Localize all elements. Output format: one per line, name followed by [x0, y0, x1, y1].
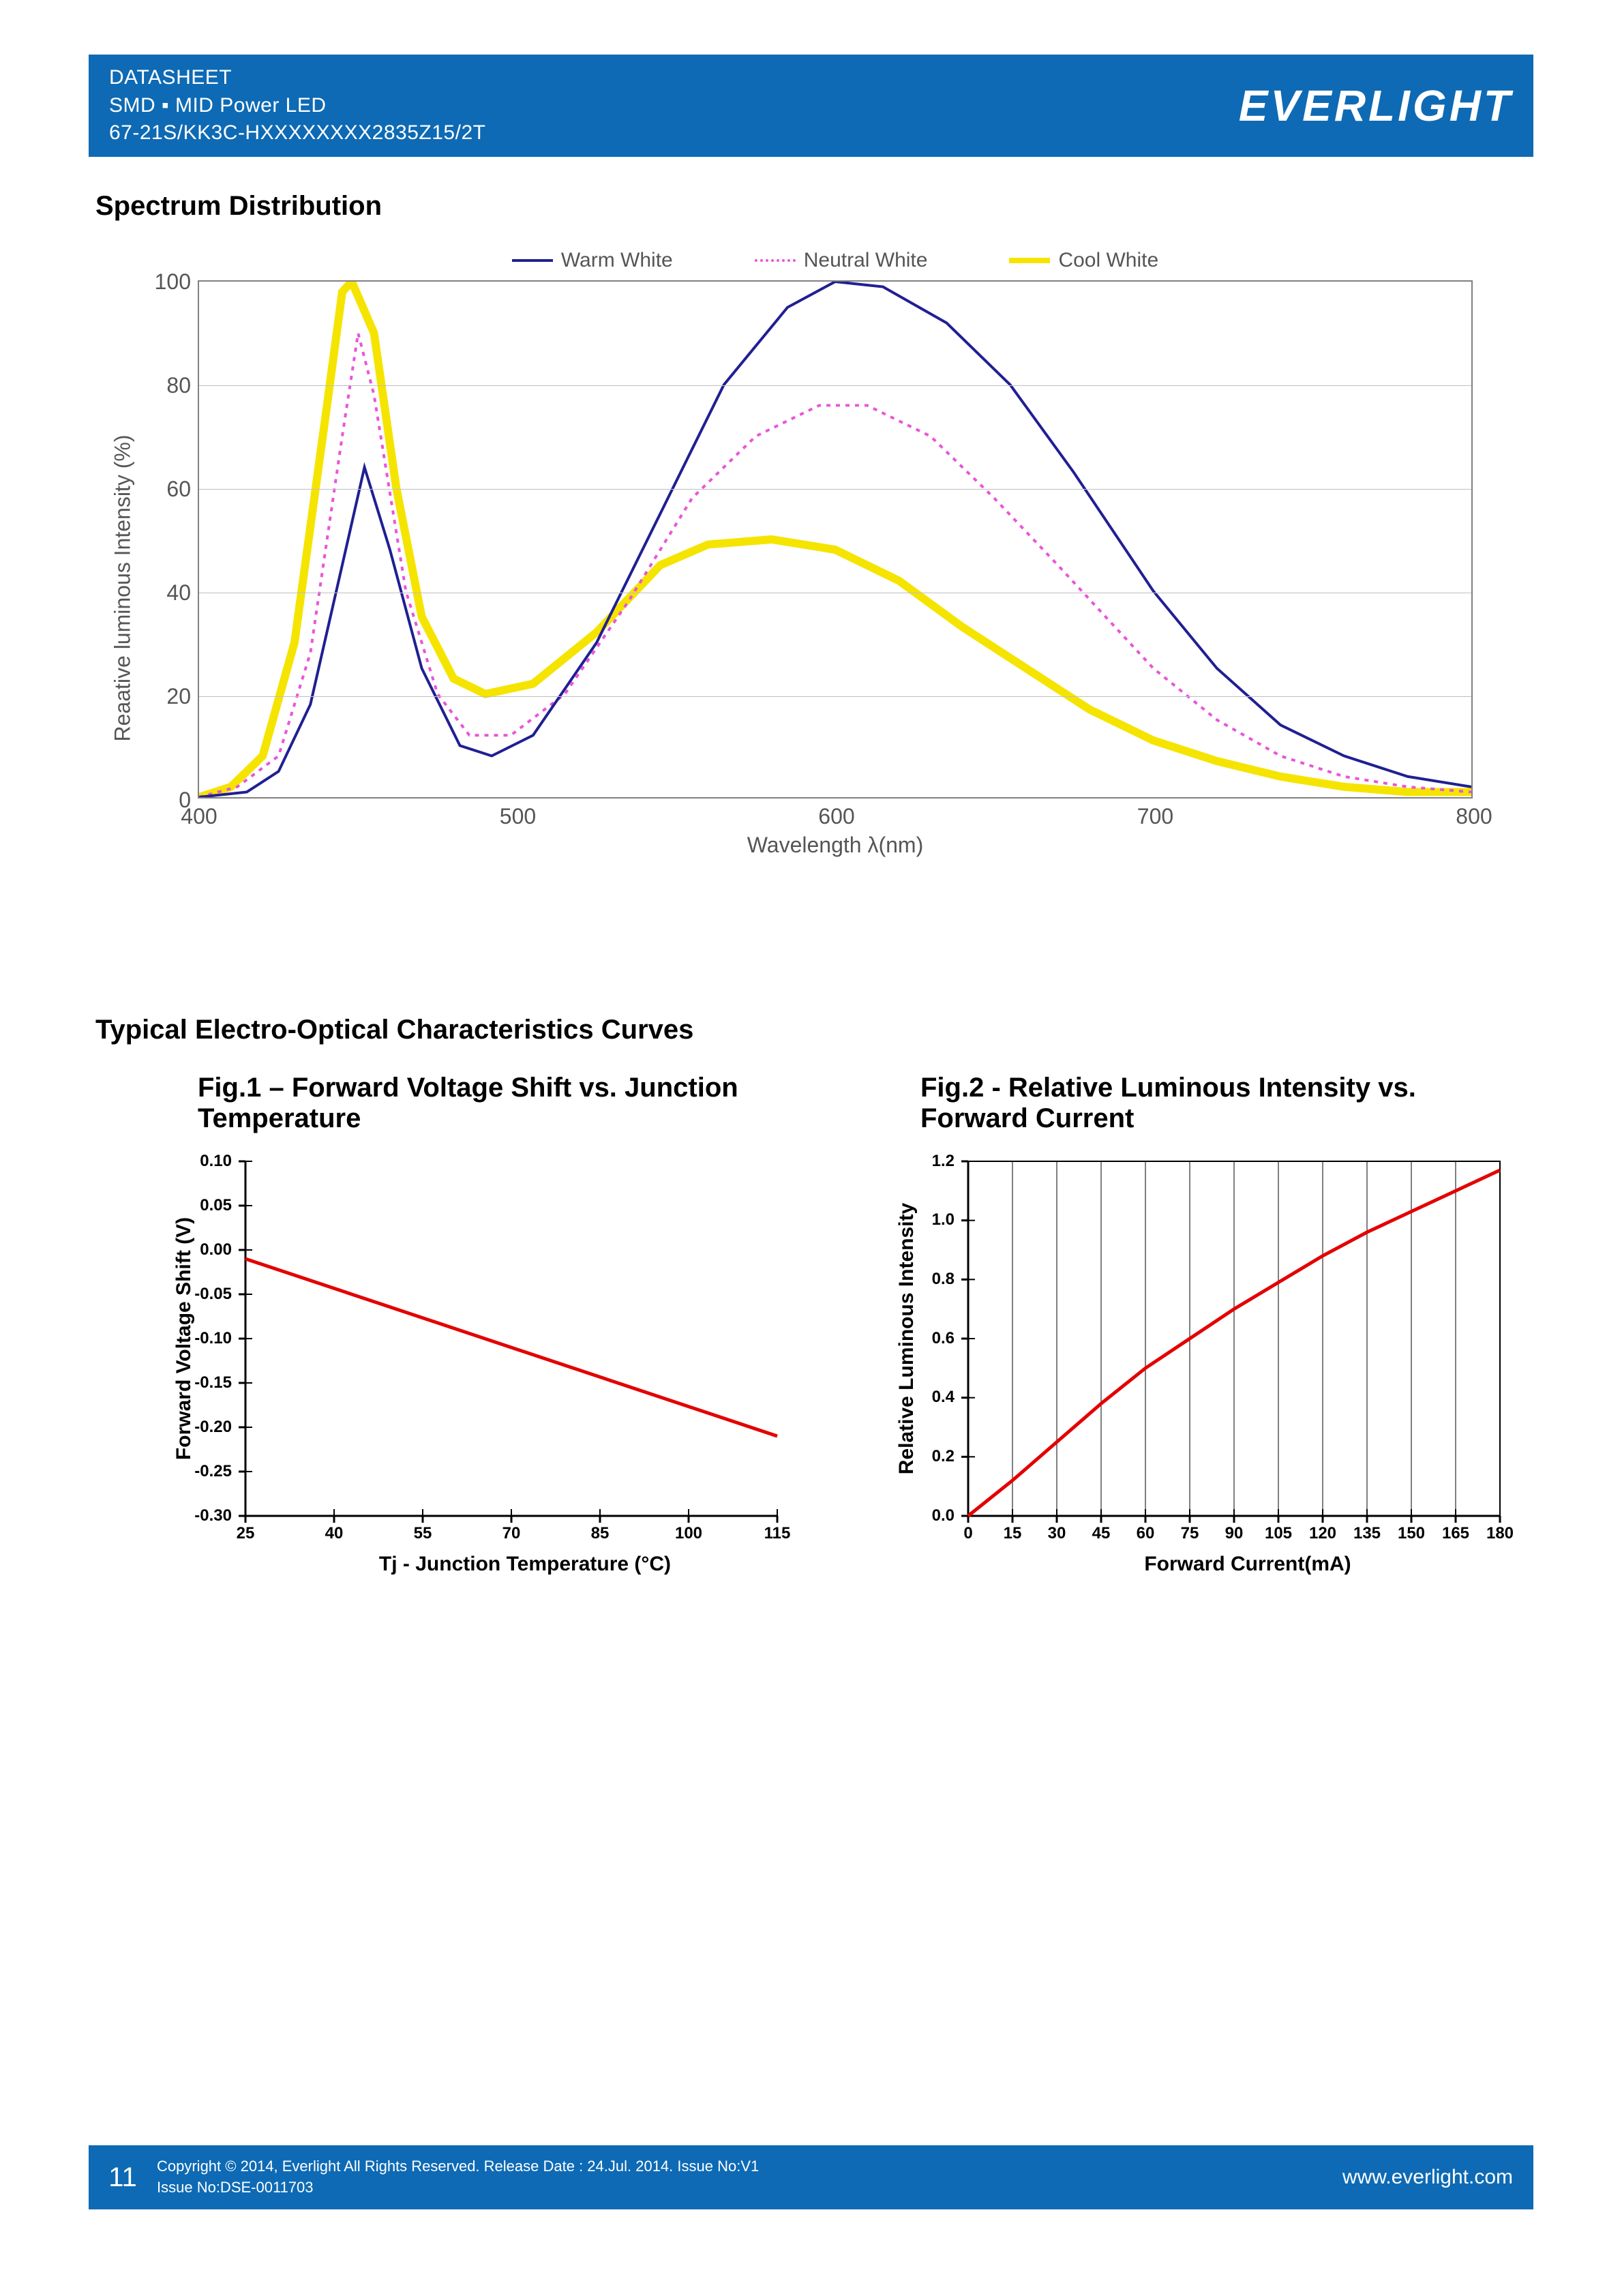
small-xtick: 165: [1442, 1524, 1469, 1543]
fig1-xlabel: Tj - Junction Temperature (°C): [245, 1553, 805, 1576]
small-xtick: 60: [1137, 1524, 1155, 1543]
small-xtick: 30: [1048, 1524, 1066, 1543]
fig1-plot-area: -0.30-0.25-0.20-0.15-0.10-0.050.000.050.…: [245, 1161, 777, 1516]
legend-warm: Warm White: [512, 249, 673, 272]
small-ytick: 0.2: [932, 1447, 955, 1466]
spectrum-xtick: 700: [1137, 804, 1173, 829]
fig2-svg: [968, 1161, 1500, 1516]
legend-neutral: Neutral White: [755, 249, 928, 272]
spectrum-ytick: 40: [130, 580, 191, 606]
header-line2: SMD ▪ MID Power LED: [109, 92, 485, 120]
small-ytick: 0.4: [932, 1388, 955, 1407]
small-ytick: -0.10: [194, 1329, 232, 1348]
small-xtick: 120: [1309, 1524, 1336, 1543]
small-xtick: 15: [1004, 1524, 1022, 1543]
fig2-column: Fig.2 - Relative Luminous Intensity vs. …: [873, 1073, 1527, 1576]
footer-page-number: 11: [89, 2162, 157, 2193]
legend-neutral-line: [755, 259, 796, 262]
small-xtick: 45: [1092, 1524, 1111, 1543]
header-line1: DATASHEET: [109, 64, 485, 92]
small-ytick: -0.05: [194, 1285, 232, 1304]
fig1-ylabel: Forward Voltage Shift (V): [170, 1161, 198, 1516]
small-ytick: 0.0: [932, 1506, 955, 1525]
small-xtick: 150: [1398, 1524, 1425, 1543]
spectrum-xtick: 400: [181, 804, 217, 829]
legend-warm-line: [512, 259, 553, 262]
small-ytick: 0.6: [932, 1329, 955, 1348]
section-title-curves: Typical Electro-Optical Characteristics …: [95, 1015, 1533, 1045]
footer-copy-line2: Issue No:DSE-0011703: [157, 2177, 1342, 2198]
small-xtick: 0: [963, 1524, 972, 1543]
fig2-xlabel: Forward Current(mA): [968, 1553, 1527, 1576]
small-ytick: -0.20: [194, 1418, 232, 1437]
spectrum-ytick: 60: [130, 477, 191, 502]
fig2-plot-area: 0.00.20.40.60.81.01.20153045607590105120…: [968, 1161, 1500, 1516]
footer-bar: 11 Copyright © 2014, Everlight All Right…: [89, 2145, 1533, 2209]
small-xtick: 70: [502, 1524, 521, 1543]
small-ytick: 1.2: [932, 1152, 955, 1171]
header-text-block: DATASHEET SMD ▪ MID Power LED 67-21S/KK3…: [109, 64, 485, 147]
footer-copyright: Copyright © 2014, Everlight All Rights R…: [157, 2156, 1342, 2198]
brand-logo: EVERLIGHT: [1239, 80, 1513, 131]
spectrum-svg: [199, 282, 1471, 797]
small-ytick: 0.8: [932, 1270, 955, 1289]
spectrum-xtick: 600: [818, 804, 854, 829]
fig2-ylabel: Relative Luminous Intensity: [893, 1161, 920, 1516]
spectrum-ytick: 20: [130, 684, 191, 709]
header-bar: DATASHEET SMD ▪ MID Power LED 67-21S/KK3…: [89, 55, 1533, 157]
footer-url: www.everlight.com: [1342, 2166, 1533, 2189]
small-xtick: 90: [1225, 1524, 1244, 1543]
fig2-ylabel-text: Relative Luminous Intensity: [895, 1202, 918, 1474]
fig1-title: Fig.1 – Forward Voltage Shift vs. Juncti…: [198, 1073, 743, 1134]
small-xtick: 135: [1353, 1524, 1381, 1543]
small-ytick: -0.25: [194, 1462, 232, 1481]
spectrum-plot-area: 020406080100400500600700800: [198, 280, 1473, 799]
fig2-outer: Relative Luminous Intensity 0.00.20.40.6…: [968, 1161, 1527, 1576]
legend-cool: Cool White: [1009, 249, 1158, 272]
fig1-outer: Forward Voltage Shift (V) -0.30-0.25-0.2…: [245, 1161, 805, 1576]
legend-neutral-label: Neutral White: [804, 249, 928, 272]
fig1-ylabel-text: Forward Voltage Shift (V): [172, 1217, 196, 1459]
small-charts-row: Fig.1 – Forward Voltage Shift vs. Juncti…: [150, 1073, 1533, 1576]
legend-cool-label: Cool White: [1058, 249, 1158, 272]
small-ytick: -0.30: [194, 1506, 232, 1525]
fig2-title: Fig.2 - Relative Luminous Intensity vs. …: [920, 1073, 1466, 1134]
fig1-svg: [245, 1161, 777, 1516]
small-ytick: 0.10: [200, 1152, 232, 1171]
spectrum-xlabel: Wavelength λ(nm): [198, 833, 1473, 858]
small-xtick: 85: [591, 1524, 610, 1543]
small-ytick: 0.00: [200, 1240, 232, 1259]
small-xtick: 105: [1265, 1524, 1292, 1543]
small-xtick: 115: [764, 1524, 791, 1543]
small-xtick: 25: [237, 1524, 255, 1543]
legend-cool-line: [1009, 258, 1050, 263]
spectrum-xtick: 800: [1456, 804, 1492, 829]
spectrum-ytick: 80: [130, 373, 191, 398]
spectrum-ytick: 100: [130, 269, 191, 295]
small-xtick: 55: [414, 1524, 432, 1543]
spectrum-legend: Warm White Neutral White Cool White: [198, 249, 1473, 272]
spectrum-chart: Warm White Neutral White Cool White Reaa…: [89, 249, 1533, 858]
small-ytick: 1.0: [932, 1210, 955, 1229]
header-line3: 67-21S/KK3C-HXXXXXXXX2835Z15/2T: [109, 119, 485, 147]
small-ytick: -0.15: [194, 1373, 232, 1392]
spectrum-xtick: 500: [500, 804, 536, 829]
section-title-spectrum: Spectrum Distribution: [95, 191, 1533, 222]
legend-warm-label: Warm White: [561, 249, 673, 272]
small-xtick: 40: [325, 1524, 344, 1543]
page: DATASHEET SMD ▪ MID Power LED 67-21S/KK3…: [89, 55, 1533, 2237]
footer-copy-line1: Copyright © 2014, Everlight All Rights R…: [157, 2156, 1342, 2177]
small-xtick: 100: [675, 1524, 702, 1543]
small-xtick: 180: [1486, 1524, 1514, 1543]
small-xtick: 75: [1181, 1524, 1199, 1543]
small-ytick: 0.05: [200, 1196, 232, 1215]
fig1-column: Fig.1 – Forward Voltage Shift vs. Juncti…: [150, 1073, 805, 1576]
